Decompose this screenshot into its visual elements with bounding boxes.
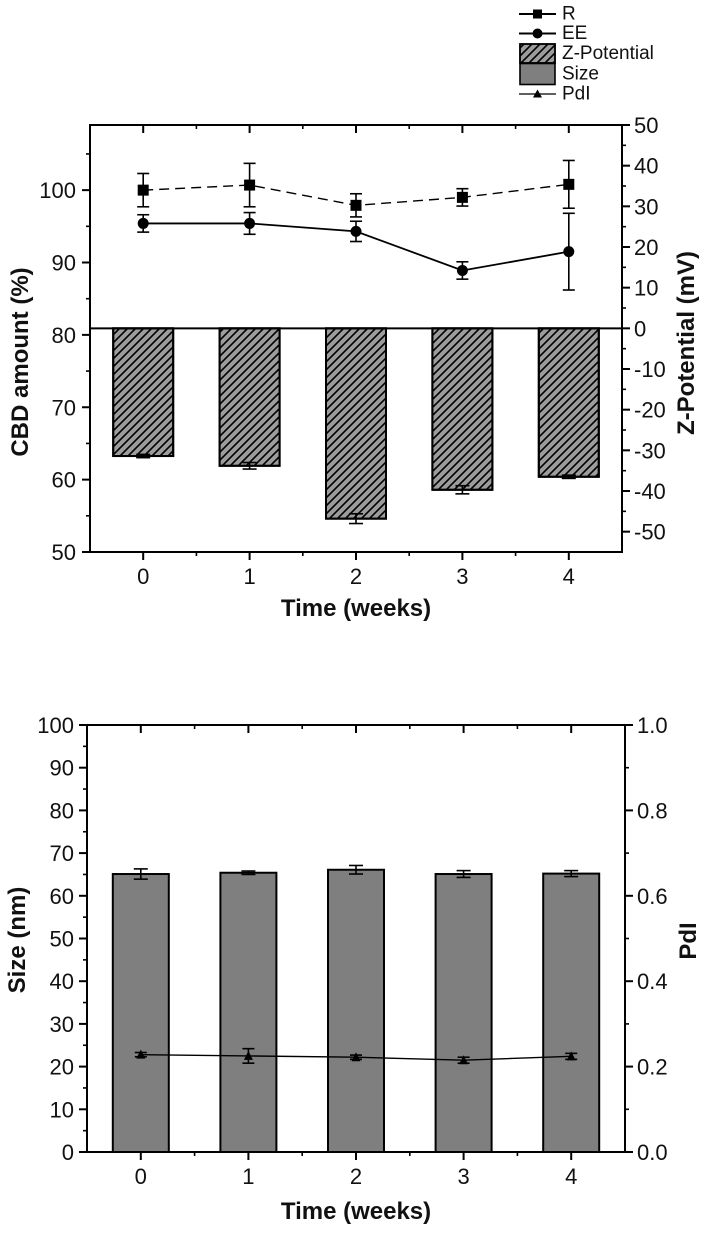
bottom-chart: Size (nm) PdI Time (weeks) 0 1 2 3 401020304… (4, 713, 702, 1225)
bottom-chart-plot-area: 0 1 2 3 401020304050607080901000.00.20.40.60… (37, 713, 667, 1189)
bottom-chart-left-axis-title: Size (nm) (4, 887, 31, 994)
x-tick-label: 3 (456, 564, 468, 589)
top-chart-x-axis-title: Time (weeks) (281, 595, 431, 622)
z-potential-bar-hatch (537, 327, 600, 478)
ee-marker (563, 246, 575, 258)
x-tick-label: 2 (350, 1164, 362, 1189)
top-chart-right-axis-title: Z-Potential (mV) (673, 251, 700, 435)
r-marker (456, 191, 468, 203)
z-potential-bar-hatch (325, 327, 387, 520)
right-tick-label: 0 (634, 316, 646, 341)
x-tick-label: 4 (565, 1164, 577, 1189)
right-tick-label: 10 (634, 276, 658, 301)
size-bar (219, 871, 278, 1153)
legend-label-size: Size (562, 64, 599, 85)
left-tick-label: 100 (37, 713, 74, 738)
x-tick-label: 3 (457, 1164, 469, 1189)
top-chart-plot-area: 0 1 2 3 4506070809010050403020100-10-20-30-4… (39, 113, 666, 589)
right-tick-label: -50 (634, 520, 666, 545)
size-bar (434, 873, 493, 1153)
left-tick-label: 30 (50, 1012, 74, 1037)
r-marker (244, 179, 256, 191)
r-marker (137, 184, 149, 196)
right-tick-label: 40 (634, 154, 658, 179)
legend: R EE Z-Potential Size PdI (519, 4, 654, 105)
left-tick-label: 80 (52, 323, 76, 348)
pdi-marker (243, 1050, 253, 1060)
left-tick-label: 70 (50, 841, 74, 866)
legend-label-zpotential: Z-Potential (562, 43, 654, 64)
right-tick-label: -40 (634, 479, 666, 504)
z-potential-bar-hatch (218, 327, 281, 467)
r-marker (563, 178, 575, 190)
left-tick-label: 100 (39, 178, 76, 203)
x-tick-label: 0 (135, 1164, 147, 1189)
pdi-marker (351, 1052, 361, 1062)
pdi-marker (566, 1051, 576, 1061)
right-tick-label: -10 (634, 357, 666, 382)
right-tick-label: 20 (634, 235, 658, 260)
legend-zpotential-swatch-hatch (519, 43, 556, 64)
left-tick-label: 50 (52, 540, 76, 565)
top-chart-left-axis-title: CBD amount (%) (7, 267, 34, 456)
right-tick-label: 1.0 (637, 713, 668, 738)
ee-marker (244, 217, 256, 229)
legend-ee-circle-marker-icon (532, 28, 543, 39)
legend-label-ee: EE (562, 23, 587, 44)
legend-size-swatch (519, 62, 556, 86)
legend-label-pdi: PdI (562, 84, 591, 105)
right-tick-label: 0.6 (637, 884, 668, 909)
x-tick-label: 4 (563, 564, 575, 589)
legend-r-square-marker-icon (533, 9, 542, 19)
pdi-marker (459, 1055, 469, 1065)
size-bar (542, 872, 601, 1153)
top-chart: CBD amount (%) Z-Potential (mV) Time (we… (7, 113, 700, 622)
right-tick-label: 50 (634, 113, 658, 138)
legend-label-r: R (562, 4, 576, 25)
left-tick-label: 90 (50, 756, 74, 781)
x-tick-label: 1 (243, 564, 255, 589)
x-tick-label: 1 (242, 1164, 254, 1189)
left-tick-label: 60 (52, 468, 76, 493)
right-tick-label: 0.4 (637, 969, 668, 994)
legend-pdi-triangle-marker-icon (533, 89, 542, 98)
bottom-chart-right-axis-title: PdI (675, 922, 702, 959)
left-tick-label: 50 (50, 927, 74, 952)
left-tick-label: 60 (50, 884, 74, 909)
pdi-marker (136, 1049, 146, 1059)
right-tick-label: -20 (634, 398, 666, 423)
size-bar (327, 868, 385, 1153)
z-potential-bar-hatch (431, 327, 494, 491)
left-tick-label: 90 (52, 251, 76, 276)
ee-marker (137, 217, 149, 229)
left-tick-label: 0 (62, 1140, 74, 1165)
r-marker (350, 199, 362, 211)
ee-marker (350, 225, 362, 237)
right-tick-label: 0.8 (637, 798, 668, 823)
left-tick-label: 10 (50, 1097, 74, 1122)
left-tick-label: 70 (52, 395, 76, 420)
right-tick-label: 0.0 (637, 1140, 668, 1165)
bottom-chart-x-axis-title: Time (weeks) (281, 1198, 431, 1225)
z-potential-bar-hatch (112, 327, 175, 458)
size-bar (111, 873, 170, 1153)
left-tick-label: 20 (50, 1055, 74, 1080)
right-tick-label: 0.2 (637, 1055, 668, 1080)
left-tick-label: 80 (50, 798, 74, 823)
ee-marker (456, 264, 468, 276)
left-tick-label: 40 (50, 969, 74, 994)
right-tick-label: 30 (634, 194, 658, 219)
right-tick-label: -30 (634, 438, 666, 463)
x-tick-label: 2 (350, 564, 362, 589)
x-tick-label: 0 (137, 564, 149, 589)
